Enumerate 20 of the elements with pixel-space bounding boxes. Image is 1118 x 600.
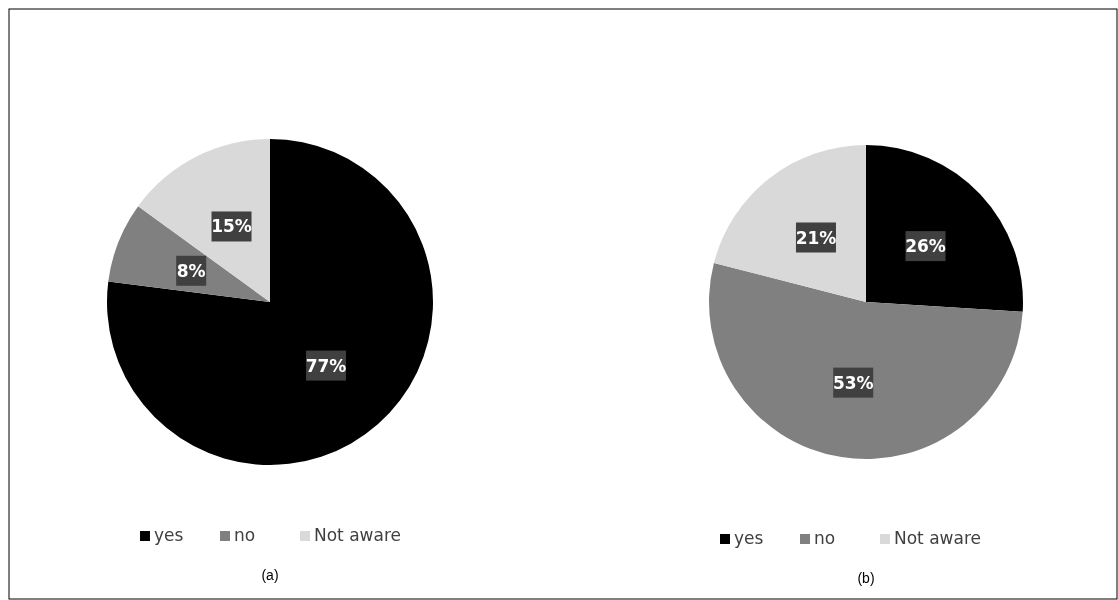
data-label: 77%	[305, 355, 347, 376]
data-label: 8%	[176, 260, 206, 281]
data-label: 53%	[832, 372, 874, 393]
legend-label: Not aware	[314, 525, 402, 545]
legend-label: yes	[154, 525, 184, 545]
text: (a)	[261, 567, 279, 583]
pie-slice	[108, 206, 270, 302]
pie-slice	[713, 145, 866, 302]
pie-slice	[709, 262, 1023, 459]
data-label: 21%	[795, 227, 837, 248]
pie-slice	[866, 145, 1023, 312]
legend-label: yes	[734, 528, 764, 548]
legend-label: Not aware	[894, 528, 982, 548]
data-label: 26%	[905, 236, 946, 257]
pie-slice	[138, 139, 270, 302]
legend-label: no	[234, 525, 256, 545]
data-label: 15%	[211, 216, 252, 237]
legend-label: no	[814, 528, 836, 548]
text: (b)	[857, 570, 875, 586]
pie-slice	[107, 139, 433, 465]
